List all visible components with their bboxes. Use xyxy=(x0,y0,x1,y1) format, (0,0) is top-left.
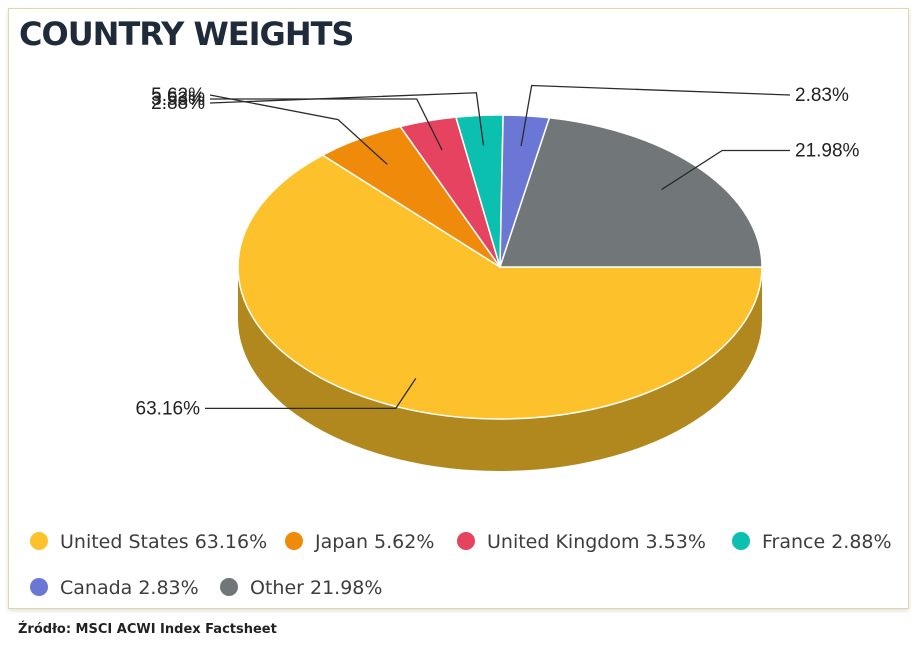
value-label-japan: 5.62% xyxy=(151,85,205,106)
value-label-united-states: 63.16% xyxy=(136,398,201,419)
value-label-united-kingdom: 3.53% xyxy=(151,89,205,110)
legend-marker-france xyxy=(732,532,750,550)
pie-slice-united-states[interactable] xyxy=(237,154,763,420)
value-label-france: 2.88% xyxy=(151,93,205,114)
legend: United States 63.16% Japan 5.62% United Ki… xyxy=(30,531,892,599)
legend-marker-united-kingdom xyxy=(457,532,475,550)
leader-line-united-kingdom xyxy=(209,98,443,151)
legend-label-canada: Canada 2.83% xyxy=(60,577,199,599)
pie-slice-other[interactable] xyxy=(498,116,763,268)
leader-line-japan xyxy=(209,94,388,165)
legend-label-other: Other 21.98% xyxy=(250,577,382,599)
leader-line-france xyxy=(209,92,485,146)
pie-slices xyxy=(237,114,763,420)
leader-lines xyxy=(205,84,791,410)
pie-side-united-states xyxy=(238,267,762,471)
value-label-other: 21.98% xyxy=(795,141,860,162)
legend-marker-japan xyxy=(285,532,303,550)
pie-side xyxy=(238,267,762,471)
legend-label-france: France 2.88% xyxy=(762,531,892,553)
leader-line-united-states xyxy=(205,377,417,410)
source-note: Źródło: MSCI ACWI Index Factsheet xyxy=(18,622,277,637)
value-label-canada: 2.83% xyxy=(795,85,849,106)
legend-label-japan: Japan 5.62% xyxy=(314,531,434,553)
legend-label-united-states: United States 63.16% xyxy=(60,531,267,553)
value-labels: 63.16% 5.62%3.53%2.88% 2.83% 21.98% xyxy=(136,85,860,419)
legend-marker-other xyxy=(220,578,238,596)
leader-line-canada xyxy=(520,84,791,147)
legend-marker-united-states xyxy=(30,532,48,550)
legend-marker-canada xyxy=(30,578,48,596)
legend-label-united-kingdom: United Kingdom 3.53% xyxy=(487,531,706,553)
leader-line-other xyxy=(661,149,790,191)
chart-title: COUNTRY WEIGHTS xyxy=(19,15,354,53)
